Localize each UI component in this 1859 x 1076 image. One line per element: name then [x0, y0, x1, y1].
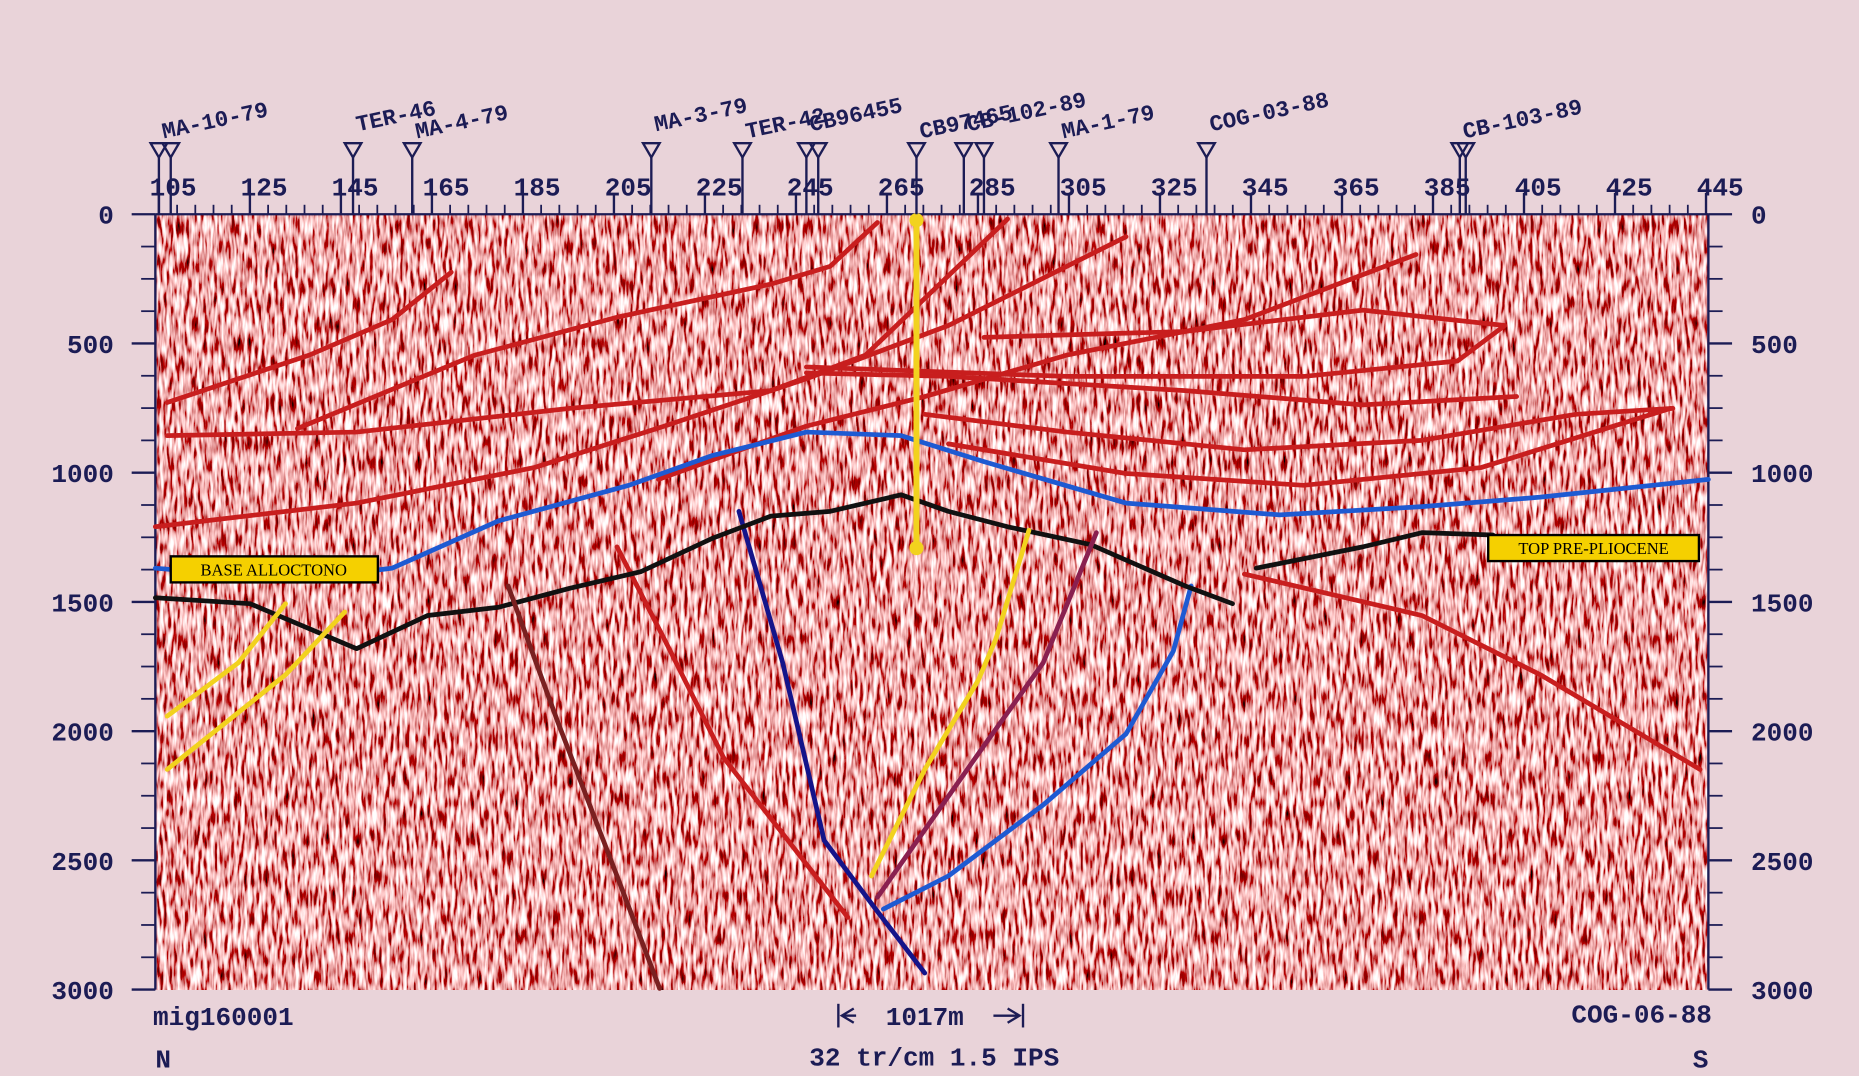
well-marker [1048, 142, 1069, 160]
fault [946, 406, 1673, 488]
well-marker [148, 142, 170, 160]
left-time-label: 0 [98, 202, 114, 232]
fault [505, 583, 662, 991]
trace-tick-label: 445 [1697, 173, 1744, 203]
well-marker [1196, 142, 1217, 160]
trace-tick-label: 405 [1515, 173, 1562, 203]
horizon-label: TOP PRE-PLIOCENE [1518, 539, 1668, 558]
seismic-texture [155, 214, 1709, 990]
horizon-label-box [169, 555, 380, 584]
fault [736, 508, 928, 976]
trace-tick-label: 305 [1060, 173, 1107, 203]
trace-tick-label: 205 [605, 173, 652, 203]
right-time-label: 2000 [1751, 719, 1813, 749]
line-id: mig160001 [153, 1003, 294, 1033]
well-marker [342, 142, 364, 160]
trace-tick-label: 345 [1242, 173, 1289, 203]
fault [295, 220, 880, 431]
right-time-label: 2500 [1751, 848, 1813, 878]
fault [1242, 571, 1703, 772]
horizon [152, 429, 1711, 583]
section-id: COG-06-88 [1571, 1001, 1712, 1031]
trace-tick-label: 225 [696, 173, 743, 203]
display-params: 32 tr/cm 1.5 IPS [809, 1043, 1059, 1073]
well-label: MA-10-79 [160, 97, 271, 145]
trace-tick-label: 145 [332, 173, 379, 203]
interpretation: BASE ALLOCTONO TOP PRE-PLIOCENE [152, 213, 1711, 991]
fault [922, 406, 1676, 453]
footer: mig160001 N 1017m 32 tr/cm 1.5 IPS COG-0… [153, 1001, 1712, 1076]
well-marker [732, 142, 753, 160]
well-marker [796, 142, 817, 160]
trace-tick-label: 185 [514, 173, 561, 203]
trace-tick-label: 105 [150, 173, 197, 203]
fault [152, 234, 1129, 530]
fault [869, 527, 1032, 879]
scale-bar-label: 1017m [886, 1003, 964, 1033]
left-time-label: 2500 [51, 848, 114, 878]
right-time-label: 1000 [1751, 460, 1813, 490]
horizon-label-box [1487, 533, 1701, 563]
right-time-label: 500 [1751, 331, 1798, 361]
horizon [1253, 530, 1496, 571]
trace-tick-label: 425 [1606, 173, 1653, 203]
well-top [909, 213, 924, 228]
trace-tick-label: 385 [1424, 173, 1471, 203]
well-marker [401, 142, 423, 160]
well-label: MA-3-79 [652, 93, 750, 138]
south: S [1693, 1046, 1709, 1076]
axes: 105 125 145 165 185 205 225 245 265 285 305 325 345 3… [51, 173, 1813, 1007]
horizon [152, 492, 1235, 652]
right-time-label: 3000 [1751, 977, 1813, 1007]
trace-tick-label: 165 [423, 173, 470, 203]
fault [164, 601, 288, 719]
well-label: COG-03-88 [1207, 88, 1331, 139]
left-time-label: 1000 [51, 460, 114, 490]
well-marker [973, 142, 995, 160]
fault [875, 530, 1099, 900]
fault [614, 544, 851, 920]
well-marker [906, 142, 927, 160]
left-time-label: 500 [67, 331, 114, 361]
trace-tick-label: 285 [969, 173, 1016, 203]
fault [880, 583, 1194, 912]
right-time-label: 0 [1751, 202, 1767, 232]
trace-tick-label: 125 [241, 173, 288, 203]
well-marker [1455, 142, 1477, 160]
right-time-label: 1500 [1751, 589, 1813, 619]
well-label: CB96455 [807, 93, 905, 138]
horizon-label: BASE ALLOCTONO [200, 560, 347, 579]
well-marker [160, 142, 182, 160]
left-time-label: 3000 [51, 977, 114, 1007]
trace-tick-label: 325 [1151, 173, 1198, 203]
well-label: CB-103-89 [1461, 95, 1585, 146]
well-marker [807, 142, 829, 160]
trace-tick-label: 245 [787, 173, 834, 203]
north: N [155, 1046, 171, 1076]
fault [164, 269, 454, 405]
fault [804, 307, 1508, 379]
well-bottom [909, 540, 924, 556]
well-marker [640, 142, 662, 160]
fault [164, 216, 1010, 438]
left-time-label: 2000 [51, 719, 114, 749]
fault [804, 370, 1519, 408]
well-marker [953, 142, 975, 160]
fault [164, 609, 348, 772]
left-time-label: 1500 [51, 589, 114, 619]
trace-tick-label: 365 [1333, 173, 1380, 203]
